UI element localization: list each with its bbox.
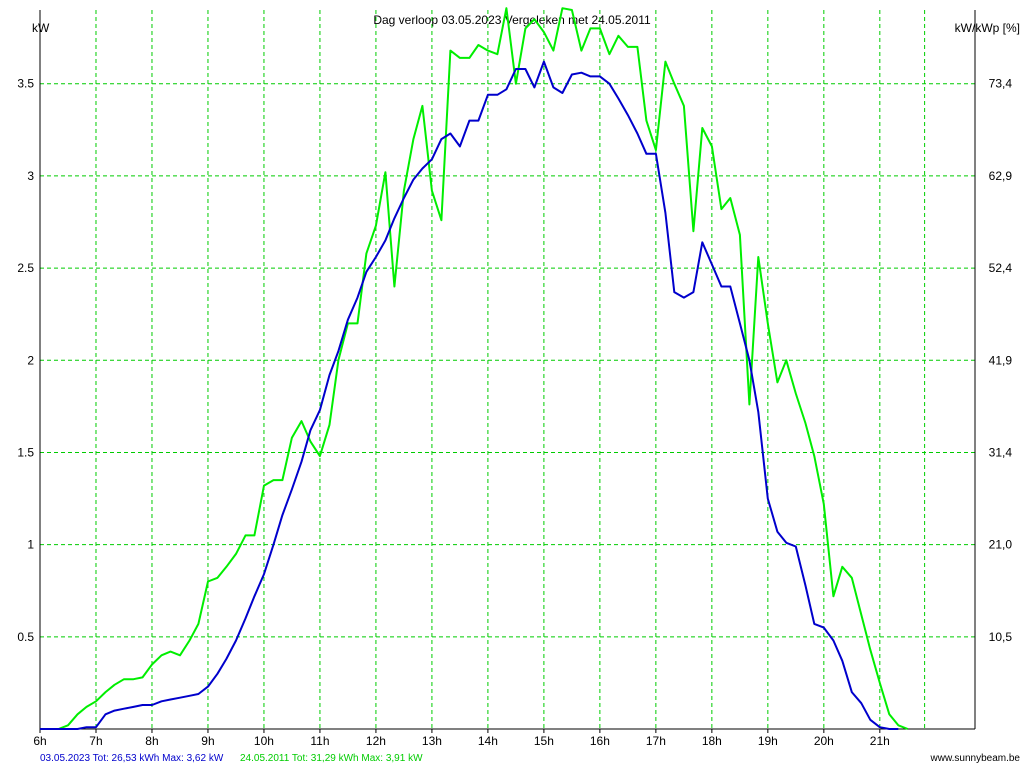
y2-tick-label: 10,5	[989, 630, 1013, 644]
x-tick-label: 18h	[702, 734, 722, 748]
y2-tick-label: 52,4	[989, 261, 1013, 275]
axes	[39, 10, 976, 730]
x-tick-label: 21h	[870, 734, 890, 748]
x-tick-label: 17h	[646, 734, 666, 748]
x-tick-label: 20h	[814, 734, 834, 748]
series-line-03-05-2023	[40, 60, 899, 730]
footer-credit: www.sunnybeam.be	[930, 753, 1021, 764]
series-line-24-05-2011	[40, 7, 909, 730]
x-tick-label: 7h	[89, 734, 102, 748]
y2-tick-label: 62,9	[989, 169, 1013, 183]
grid-lines	[40, 10, 975, 729]
y2-tick-label: 31,4	[989, 445, 1013, 459]
x-tick-label: 12h	[366, 734, 386, 748]
x-tick-label: 9h	[201, 734, 214, 748]
x-tick-label: 14h	[478, 734, 498, 748]
x-tick-label: 8h	[145, 734, 158, 748]
y-tick-label: 3.5	[17, 77, 34, 91]
y-tick-label: 2.5	[17, 261, 34, 275]
footer-series-2023: 03.05.2023 Tot: 26,53 kWh Max: 3,62 kW	[40, 753, 224, 764]
left-axis-label: kW	[32, 21, 50, 35]
y2-tick-label: 73,4	[989, 77, 1013, 91]
y-tick-label: 1	[27, 538, 34, 552]
y2-tick-label: 41,9	[989, 353, 1013, 367]
footer-series-2011: 24.05.2011 Tot: 31,29 kWh Max: 3,91 kW	[240, 753, 423, 764]
tick-labels: 6h 7h 8h 9h 10h 11h 12h 13h 14h 15h 16h 17h 18h 19h 20…	[17, 77, 1012, 748]
x-tick-label: 19h	[758, 734, 778, 748]
chart-title: Dag verloop 03.05.2023 Vergeleken met 24…	[373, 13, 651, 27]
x-tick-label: 11h	[310, 734, 329, 748]
x-tick-label: 10h	[254, 734, 274, 748]
series-lines	[40, 7, 909, 730]
right-axis-label: kW/kWp [%]	[955, 21, 1020, 35]
x-tick-label: 15h	[534, 734, 554, 748]
y-tick-label: 3	[27, 169, 34, 183]
y2-tick-label: 21,0	[989, 538, 1013, 552]
y-tick-label: 0.5	[17, 630, 34, 644]
y-tick-label: 1.5	[17, 445, 34, 459]
x-tick-label: 6h	[33, 734, 46, 748]
x-tick-label: 16h	[590, 734, 610, 748]
y-tick-label: 2	[27, 353, 34, 367]
x-tick-label: 13h	[422, 734, 442, 748]
